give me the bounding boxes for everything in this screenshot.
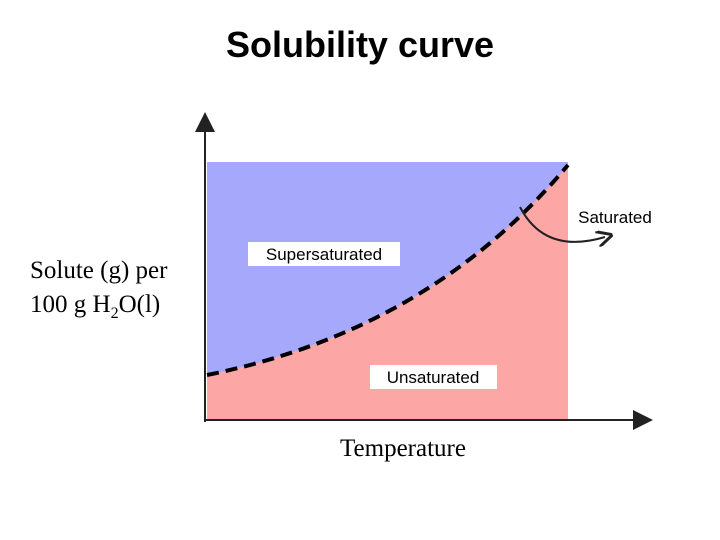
x-axis-label: Temperature xyxy=(340,435,466,462)
label-box xyxy=(248,242,400,266)
y-axis-label: Solute (g) per xyxy=(30,257,168,284)
y-axis-label: 100 g H2O(l) xyxy=(30,291,160,322)
supersaturated-label: Supersaturated xyxy=(266,245,382,264)
saturation-curve xyxy=(206,163,570,377)
y-label-part: O(l) xyxy=(119,291,161,318)
label-box xyxy=(370,365,497,389)
unsaturated-region xyxy=(207,165,568,420)
y-label-subscript: 2 xyxy=(111,305,119,322)
saturated-arrow xyxy=(519,206,605,242)
unsaturated-label: Unsaturated xyxy=(387,368,480,387)
y-label-part: 100 g H xyxy=(30,291,111,318)
title: Solubility curve xyxy=(226,24,494,65)
saturated-label: Saturated xyxy=(578,208,652,227)
